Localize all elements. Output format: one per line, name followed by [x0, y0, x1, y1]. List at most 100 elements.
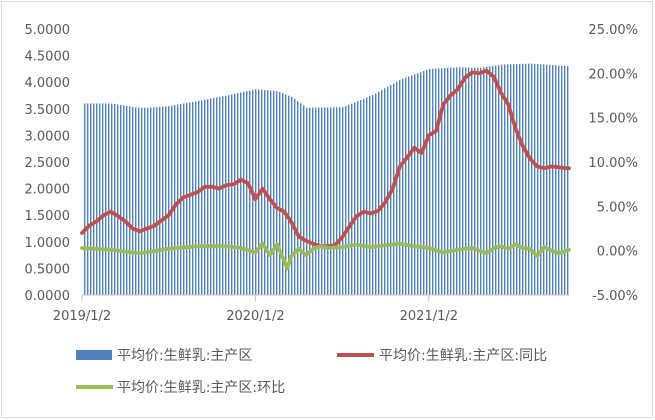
bar [144, 107, 146, 296]
bar [483, 67, 485, 296]
left-axis-tick-label: 2.5000 [25, 156, 71, 171]
bar [189, 102, 191, 295]
right-axis-tick-label: 20.00% [588, 67, 638, 82]
bar [270, 90, 272, 295]
bar [96, 103, 98, 295]
bar [495, 65, 497, 295]
bar [552, 65, 554, 295]
bar [543, 64, 545, 296]
bar [420, 72, 422, 295]
bar [507, 64, 509, 295]
bar [84, 103, 86, 295]
bar [162, 106, 164, 296]
bar [342, 107, 344, 295]
bar [99, 103, 101, 295]
bar [438, 68, 440, 295]
bar [276, 91, 278, 296]
bar [489, 66, 491, 295]
bar [141, 107, 143, 296]
bar [516, 64, 518, 295]
bar [327, 107, 329, 295]
bar [165, 106, 167, 296]
bar [435, 68, 437, 295]
bar [471, 67, 473, 295]
left-axis-tick-label: 1.0000 [25, 236, 71, 251]
bar [240, 92, 242, 296]
left-axis-tick-label: 4.0000 [25, 76, 71, 91]
bar [312, 107, 314, 295]
bar [504, 64, 506, 296]
bar [273, 90, 275, 295]
x-axis-tick-label: 2021/1/2 [400, 309, 458, 324]
bar [303, 105, 305, 295]
right-axis-tick-label: 15.00% [588, 112, 638, 127]
bar [408, 76, 410, 295]
bar [558, 65, 560, 295]
bar [336, 107, 338, 295]
bar [237, 93, 239, 295]
bar [177, 104, 179, 295]
bar [87, 103, 89, 295]
left-axis-tick-label: 3.0000 [25, 129, 71, 144]
bar [561, 65, 563, 295]
bar [384, 88, 386, 295]
bar [279, 92, 281, 296]
bar [156, 107, 158, 295]
bar [498, 65, 500, 295]
bar [366, 97, 368, 296]
bar [414, 74, 416, 296]
bar [282, 93, 284, 295]
mom-line [80, 241, 571, 271]
bar [402, 78, 404, 295]
bar [372, 94, 374, 295]
bar [426, 69, 428, 295]
bar [510, 64, 512, 295]
bar [243, 91, 245, 295]
bar [231, 94, 233, 295]
bar [228, 95, 230, 296]
legend-swatch-bar [76, 350, 112, 360]
bar [411, 75, 413, 295]
bar [432, 68, 434, 295]
bar [450, 67, 452, 296]
bar [288, 95, 290, 295]
bar [405, 77, 407, 295]
bar [216, 97, 218, 295]
bar [528, 63, 530, 296]
bar [120, 104, 122, 295]
bar [468, 67, 470, 296]
bar [351, 103, 353, 295]
bar [531, 63, 533, 296]
bar [540, 64, 542, 295]
bar [306, 107, 308, 295]
bar [480, 67, 482, 295]
bar [153, 107, 155, 295]
bar-series-group [84, 63, 569, 296]
bar [444, 68, 446, 296]
bar [324, 107, 326, 295]
bar [297, 101, 299, 295]
bar [105, 103, 107, 295]
bar [345, 106, 347, 296]
legend-label-mom: 平均价:生鲜乳:主产区:环比 [117, 380, 285, 396]
bar [381, 89, 383, 295]
bar [201, 100, 203, 295]
bar [330, 107, 332, 296]
bar [321, 107, 323, 295]
bar [378, 91, 380, 296]
right-axis-tick-label: 5.00% [597, 200, 638, 215]
bar [555, 65, 557, 295]
bar [300, 103, 302, 295]
bar [447, 67, 449, 295]
bar [171, 105, 173, 295]
left-axis-tick-label: 0.0000 [25, 289, 71, 304]
bar [423, 71, 425, 295]
bar [210, 98, 212, 295]
bar [198, 100, 200, 296]
left-axis-tick-label: 4.5000 [25, 50, 71, 65]
bar [111, 103, 113, 295]
bar [159, 106, 161, 296]
bar [174, 105, 176, 295]
